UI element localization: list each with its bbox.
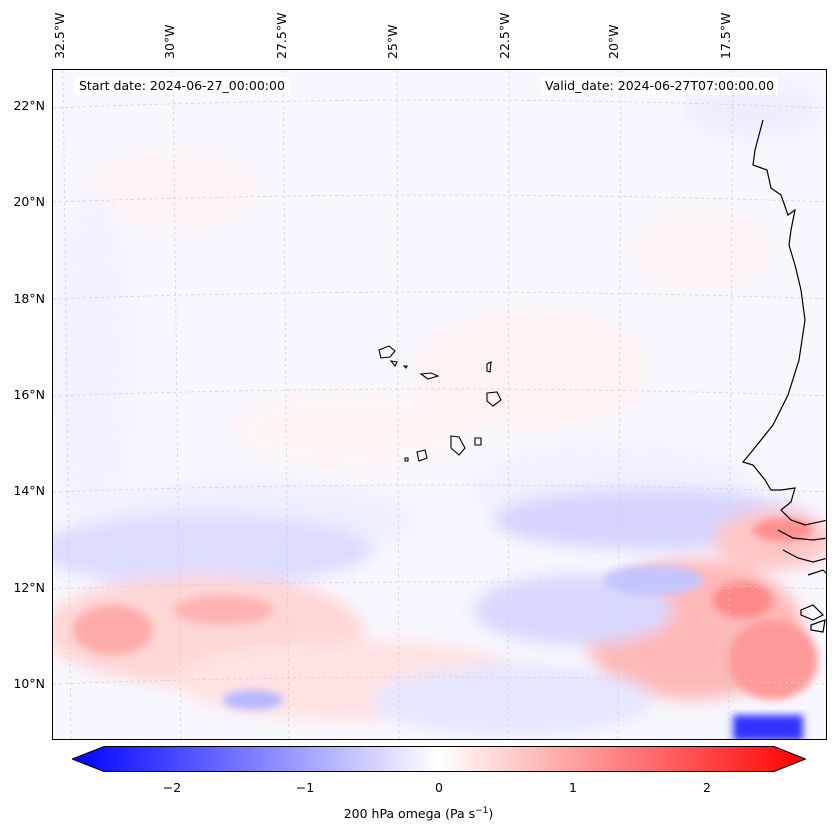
colorbar-label-text: 200 hPa omega (Pa s [343, 806, 476, 822]
start-date-label: Start date: 2024-06-27_00:00:00 [75, 77, 289, 95]
colorbar-tick: 2 [703, 780, 711, 795]
lon-label: 27.5°W [274, 12, 289, 59]
gridlines [53, 70, 826, 739]
lon-label: 25°W [385, 24, 400, 59]
lat-label: 20°N [13, 194, 45, 209]
colorbar-tick: 0 [435, 780, 443, 795]
lon-label: 22.5°W [497, 12, 512, 59]
colorbar-tick: 1 [569, 780, 577, 795]
lat-label: 22°N [13, 98, 45, 113]
lon-label: 20°W [606, 24, 621, 59]
map-panel [52, 69, 827, 740]
colorbar-label: 200 hPa omega (Pa s−1) [0, 806, 837, 821]
omega-shading [53, 70, 826, 739]
lat-label: 18°N [13, 291, 45, 306]
colorbar-tick: −1 [295, 780, 315, 795]
lat-label: 16°N [13, 387, 45, 402]
lon-label: 17.5°W [718, 12, 733, 59]
lat-label: 12°N [13, 580, 45, 595]
cape-verde-islands [378, 345, 502, 462]
lon-label: 32.5°W [52, 12, 67, 59]
lat-label: 14°N [13, 483, 45, 498]
colorbar-tick: −2 [162, 780, 182, 795]
colorbar-label-end: ) [488, 806, 494, 822]
omega-field-map [53, 70, 826, 739]
colorbar [72, 746, 806, 772]
lon-label: 30°W [162, 24, 177, 59]
valid-date-label: Valid_date: 2024-06-27T07:00:00.00 [541, 77, 779, 95]
lat-label: 10°N [13, 676, 45, 691]
coastline [741, 119, 826, 633]
colorbar-label-exponent: −1 [475, 806, 489, 816]
